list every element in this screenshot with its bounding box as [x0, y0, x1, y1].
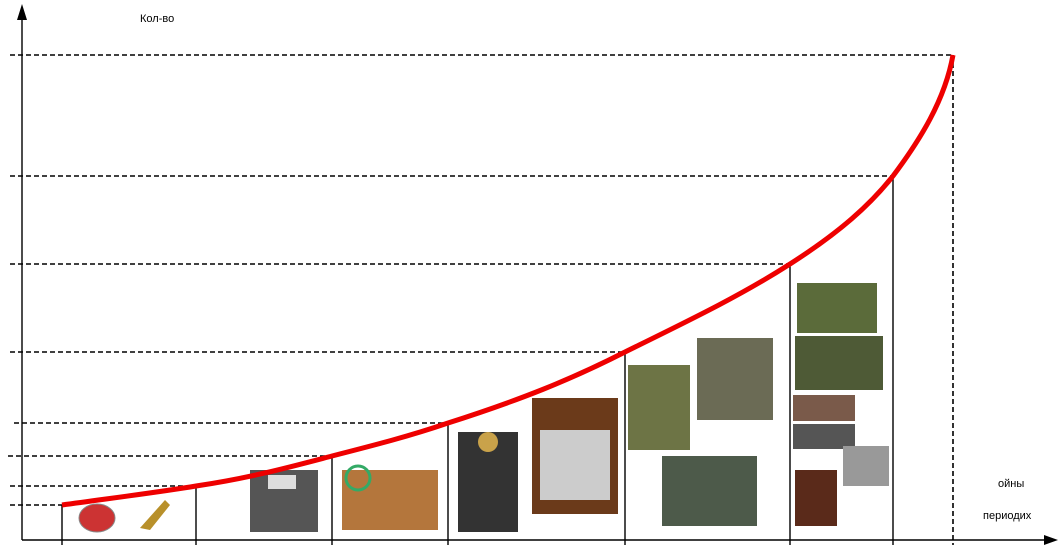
x-axis-arrow [1044, 535, 1058, 545]
growth-curve [61, 54, 956, 508]
period-lines [61, 176, 894, 545]
x-axis-label: периодих [983, 510, 1032, 522]
x-axis-label: ойны [998, 478, 1024, 490]
y-axis-label: Кол-во [140, 13, 174, 25]
y-axis-arrow [17, 4, 27, 20]
equipment-images [78, 283, 889, 533]
dashed-levels [8, 54, 954, 545]
